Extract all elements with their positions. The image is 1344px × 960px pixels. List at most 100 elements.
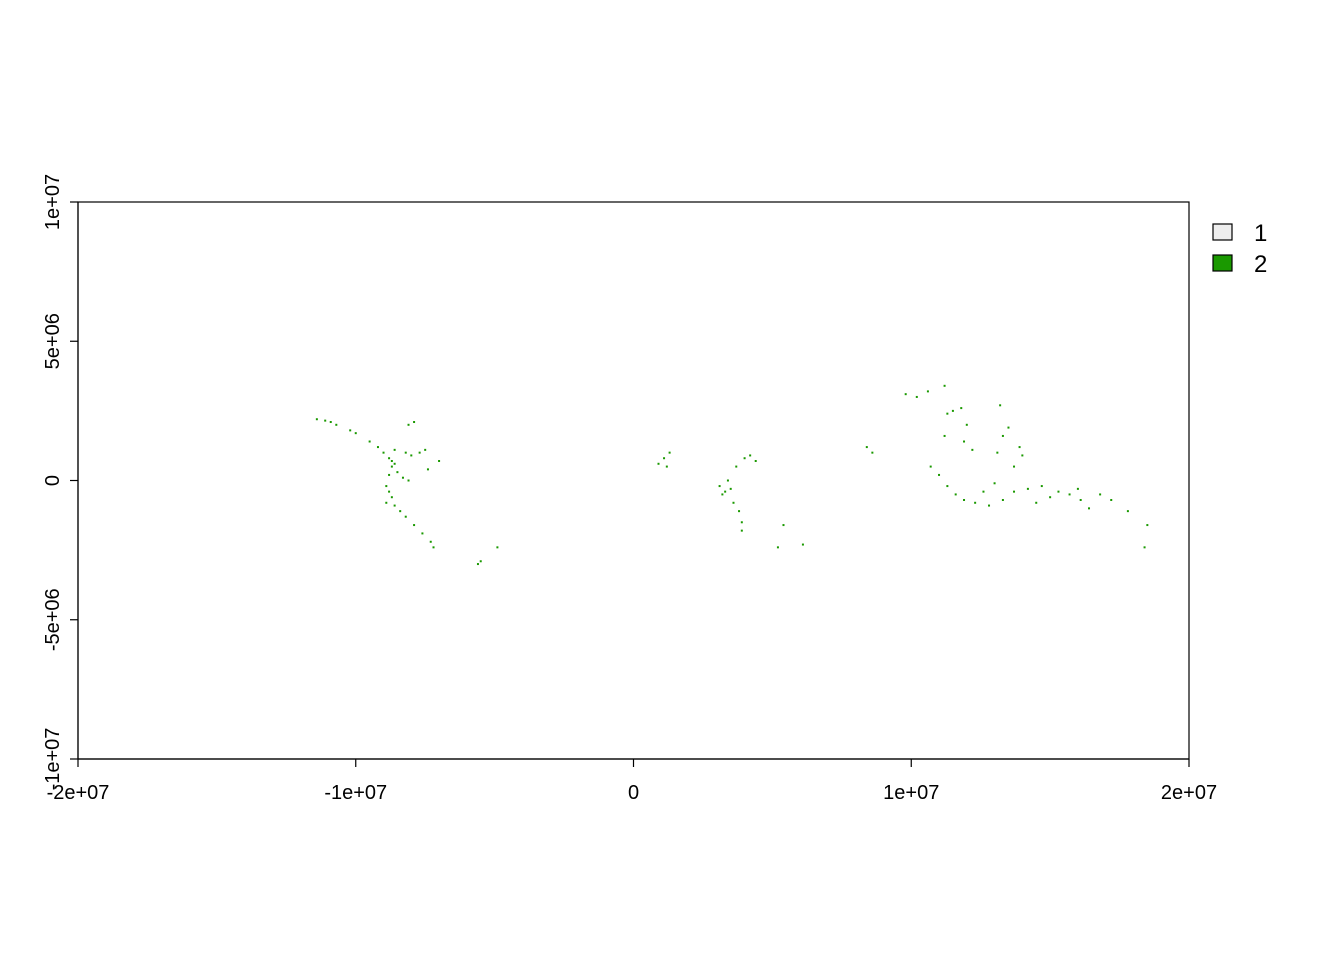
data-point xyxy=(1040,485,1043,488)
data-point xyxy=(999,404,1002,407)
data-point xyxy=(963,440,966,443)
data-point xyxy=(1126,510,1129,513)
data-point xyxy=(776,546,779,549)
data-point xyxy=(376,446,379,449)
data-point xyxy=(1049,496,1052,499)
data-point xyxy=(993,482,996,485)
data-point xyxy=(971,448,974,451)
data-point xyxy=(740,521,743,524)
data-point xyxy=(929,465,932,468)
data-point xyxy=(388,473,391,476)
data-point xyxy=(1099,493,1102,496)
data-point xyxy=(335,423,338,426)
data-point xyxy=(413,421,416,424)
data-point xyxy=(407,479,410,482)
data-point xyxy=(938,473,941,476)
data-point xyxy=(871,451,874,454)
data-point xyxy=(388,457,391,460)
plot-box xyxy=(77,201,1190,760)
data-point xyxy=(740,529,743,532)
data-point xyxy=(429,540,432,543)
data-point xyxy=(960,407,963,410)
data-point xyxy=(668,451,671,454)
data-point xyxy=(801,543,804,546)
data-point xyxy=(393,462,396,465)
data-point xyxy=(390,460,393,463)
data-point xyxy=(401,476,404,479)
data-point xyxy=(865,446,868,449)
data-point xyxy=(410,454,413,457)
data-point xyxy=(315,418,318,421)
data-point xyxy=(324,419,327,422)
data-point xyxy=(718,485,721,488)
data-point xyxy=(349,429,352,432)
y-tick-label: 0 xyxy=(42,475,64,486)
data-point xyxy=(426,468,429,471)
data-point xyxy=(396,471,399,474)
data-point xyxy=(393,448,396,451)
data-point xyxy=(432,546,435,549)
data-point xyxy=(1001,434,1004,437)
data-point xyxy=(438,460,441,463)
data-point xyxy=(663,457,666,460)
data-point xyxy=(988,504,991,507)
data-point xyxy=(1076,487,1079,490)
data-point xyxy=(951,409,954,412)
data-point xyxy=(368,440,371,443)
data-point xyxy=(754,460,757,463)
data-point xyxy=(732,501,735,504)
data-point xyxy=(496,546,499,549)
x-axis: -2e+07 -1e+07 0 1e+07 2e+07 xyxy=(47,758,1217,804)
data-point xyxy=(735,465,738,468)
data-point xyxy=(982,490,985,493)
data-point xyxy=(1026,487,1029,490)
data-point xyxy=(915,395,918,398)
data-point xyxy=(329,421,332,424)
data-point xyxy=(738,510,741,513)
data-point xyxy=(1079,498,1082,501)
data-point xyxy=(1143,546,1146,549)
data-point xyxy=(974,501,977,504)
data-point xyxy=(399,510,402,513)
data-point xyxy=(404,451,407,454)
data-point xyxy=(729,487,732,490)
data-point xyxy=(390,465,393,468)
legend-swatch xyxy=(1212,223,1233,241)
data-point xyxy=(943,434,946,437)
data-point xyxy=(657,462,660,465)
x-tick-label: -1e+07 xyxy=(324,782,387,804)
data-point xyxy=(954,493,957,496)
y-axis: -1e+07 -5e+06 0 5e+06 1e+07 xyxy=(42,174,79,791)
data-point xyxy=(385,485,388,488)
data-point xyxy=(1013,490,1016,493)
y-tick-label: 5e+06 xyxy=(42,313,64,369)
x-tick-label: -2e+07 xyxy=(47,782,110,804)
data-point xyxy=(385,501,388,504)
data-point xyxy=(418,451,421,454)
y-tick-label: 1e+07 xyxy=(42,174,64,230)
data-point xyxy=(1021,454,1024,457)
data-point xyxy=(743,457,746,460)
data-point xyxy=(354,432,357,435)
data-point xyxy=(1007,426,1010,429)
data-point xyxy=(1035,501,1038,504)
data-point xyxy=(1001,498,1004,501)
points-layer xyxy=(315,384,1149,566)
data-point xyxy=(1088,507,1091,510)
y-tick-label: -1e+07 xyxy=(42,728,64,791)
legend-label: 1 xyxy=(1254,220,1267,247)
data-point xyxy=(388,490,391,493)
data-point xyxy=(782,524,785,527)
data-point xyxy=(413,524,416,527)
data-point xyxy=(1068,493,1071,496)
data-point xyxy=(424,448,427,451)
data-point xyxy=(946,485,949,488)
data-point xyxy=(421,532,424,535)
data-point xyxy=(479,560,482,563)
data-point xyxy=(996,451,999,454)
data-point xyxy=(724,490,727,493)
data-point xyxy=(476,563,479,566)
data-point xyxy=(926,390,929,393)
data-point xyxy=(946,412,949,415)
